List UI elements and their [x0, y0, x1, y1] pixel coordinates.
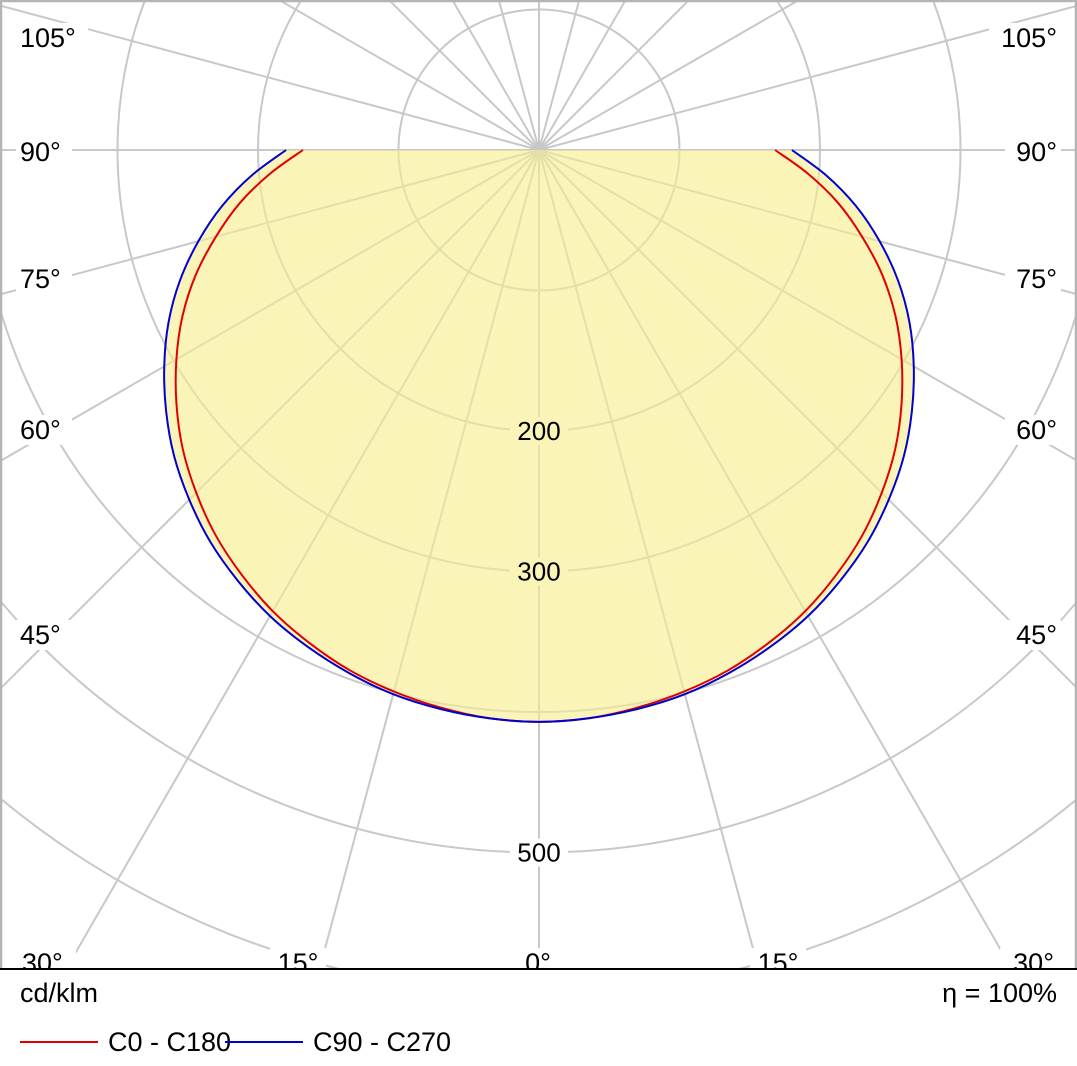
ring-label-200: 200: [517, 416, 560, 446]
unit-label: cd/klm: [20, 978, 99, 1008]
grid-spoke: [538, 0, 801, 151]
grid-spoke-inside: [538, 150, 914, 722]
legend-top-row: cd/klm η = 100%: [0, 970, 1077, 1020]
legend-label: C0 - C180: [108, 1026, 232, 1057]
legend-swatch-line: [225, 1041, 303, 1043]
grid-spoke-inside: [538, 150, 877, 151]
grid-spoke-inside: [538, 150, 914, 488]
angle-label-bottom-1: 15°: [278, 948, 319, 968]
grid-ring-inside-400: [164, 150, 914, 713]
angle-label-left-75: 75°: [20, 264, 61, 294]
angle-label-right-45: 45°: [1016, 620, 1057, 650]
legend-entries: C0 - C180 C90 - C270: [0, 1022, 1077, 1066]
distribution-curves: [163, 149, 915, 723]
angle-label-backdrop: [16, 23, 88, 53]
angle-label-backdrop: [1005, 137, 1061, 167]
legend-entry-1: C90 - C270: [225, 1022, 451, 1062]
grid-spoke-inside: [538, 150, 914, 722]
grid-spoke: [497, 0, 540, 151]
grid-spoke: [0, 4, 540, 151]
angle-label-bottom-2: 0°: [525, 948, 551, 968]
angle-label-backdrop: [750, 948, 806, 968]
plot-frame: [0, 0, 1077, 968]
angle-label-backdrop: [1005, 264, 1061, 294]
angle-label-right-75: 75°: [1016, 264, 1057, 294]
legend-label: C90 - C270: [313, 1026, 452, 1057]
ring-label-300: 300: [517, 557, 560, 587]
grid-spoke-inside: [164, 150, 540, 488]
angle-label-bottom-3: 15°: [758, 948, 799, 968]
ring-label-backdrop: [510, 417, 568, 445]
angle-label-left-105: 105°: [20, 23, 76, 53]
ring-label-backdrop: [510, 557, 568, 586]
grid-spoke: [277, 0, 540, 151]
grid-spoke-inside: [164, 150, 540, 722]
angle-label-left-45: 45°: [20, 620, 61, 650]
curve-series-1: [163, 149, 915, 723]
grid-spoke-inside: [164, 150, 540, 722]
angle-label-backdrop: [16, 264, 72, 294]
angle-label-backdrop: [1005, 415, 1061, 445]
angle-tick-labels: 105° 105° 90° 90° 75° 75° 60° 60° 45° 45° 30° 30° 30…: [16, 23, 1061, 968]
ring-label-500: 500: [517, 838, 560, 868]
angle-label-backdrop: [16, 415, 72, 445]
angle-label-backdrop: [20, 948, 76, 968]
polar-light-distribution-chart: 200 300 500 105° 105° 90° 90° 75° 75° 60° 60° 45° 4…: [0, 0, 1077, 968]
angle-label-right-60: 60°: [1016, 415, 1057, 445]
angle-label-backdrop: [518, 948, 558, 968]
efficiency-label: η = 100%: [942, 978, 1057, 1008]
grid-spoke-inside: [201, 150, 540, 151]
polar-plot-area: 200 300 500 105° 105° 90° 90° 75° 75° 60° 60° 45° 4…: [0, 0, 1077, 968]
angle-label-backdrop: [1005, 620, 1061, 650]
ring-label-backdrop: [510, 838, 568, 867]
grid-spoke: [538, 4, 1077, 151]
angle-label-backdrop: [16, 137, 72, 167]
grid-spoke-inside: [201, 150, 540, 722]
legend-bar: cd/klm η = 100% C0 - C180 C90 - C270: [0, 968, 1077, 1066]
grid-ring-inside-100: [397, 150, 681, 292]
angle-label-backdrop: [1000, 948, 1056, 968]
grid-spoke: [538, 0, 581, 151]
angle-label-backdrop: [16, 620, 72, 650]
angle-label-right-105: 105°: [1001, 23, 1057, 53]
legend-swatch-line: [20, 1041, 98, 1043]
angle-label-backdrop: [270, 948, 326, 968]
angle-label-left-90: 90°: [20, 137, 61, 167]
angle-label-bottom-0: 30°: [22, 948, 63, 968]
grid-spoke-inside: [538, 150, 877, 722]
angle-label-bottom-4: 30°: [1013, 948, 1054, 968]
legend-entry-0: C0 - C180: [20, 1022, 231, 1062]
angle-label-left-60: 60°: [20, 415, 61, 445]
ring-value-labels: 200 300 500: [510, 416, 568, 868]
angle-label-right-90: 90°: [1016, 137, 1057, 167]
angle-label-backdrop: [989, 23, 1061, 53]
